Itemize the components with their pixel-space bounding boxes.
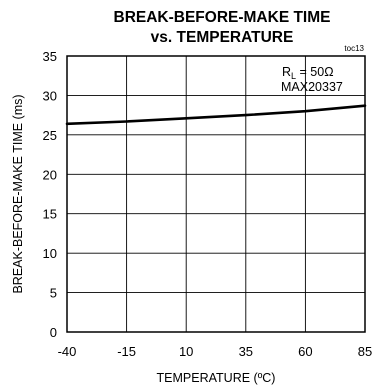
x-tick-label: 85 [358, 344, 372, 359]
y-tick-label: 35 [43, 49, 57, 64]
y-axis-label: BREAK-BEFORE-MAKE TIME (ms) [11, 94, 25, 293]
x-tick-label: 60 [298, 344, 312, 359]
x-tick-label: 10 [179, 344, 193, 359]
load-annotation: RL = 50Ω [282, 65, 334, 81]
tick-labels: -40 -15 10 35 60 85 0 5 10 15 20 25 30 35 [43, 49, 373, 359]
load-annotation-sub: L [291, 71, 296, 81]
series-line [65, 104, 367, 126]
y-tick-label: 0 [50, 325, 57, 340]
y-tick-label: 5 [50, 286, 57, 301]
chart-title-line1: BREAK-BEFORE-MAKE TIME [114, 9, 331, 26]
y-tick-label: 10 [43, 246, 57, 261]
chart-tag: toc13 [344, 44, 364, 53]
y-tick-label: 20 [43, 167, 57, 182]
x-tick-label: -40 [58, 344, 77, 359]
y-tick-label: 30 [43, 88, 57, 103]
x-tick-label: 35 [239, 344, 253, 359]
chart-title-line2: vs. TEMPERATURE [151, 29, 294, 46]
series-layer [65, 104, 367, 126]
x-axis-label: TEMPERATURE (ºC) [157, 371, 276, 385]
load-annotation-r: R [282, 65, 291, 79]
plot-frame [66, 55, 366, 333]
grid [66, 55, 366, 333]
part-annotation: MAX20337 [281, 80, 343, 94]
y-tick-label: 15 [43, 207, 57, 222]
load-annotation-value: = 50Ω [296, 65, 334, 79]
x-tick-label: -15 [117, 344, 136, 359]
y-tick-label: 25 [43, 128, 57, 143]
